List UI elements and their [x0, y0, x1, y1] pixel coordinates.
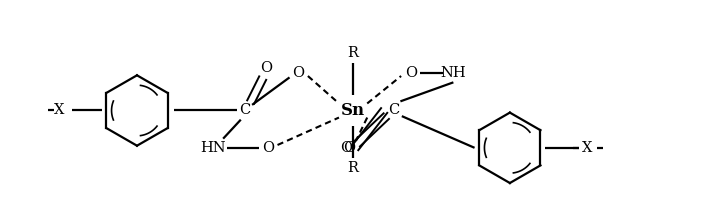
Text: R: R [347, 46, 359, 60]
Text: O: O [405, 66, 417, 80]
Text: X: X [582, 141, 593, 155]
Text: X: X [54, 103, 65, 118]
Text: O: O [340, 141, 352, 155]
Text: O: O [342, 141, 355, 155]
Text: R: R [347, 161, 359, 175]
Text: Sn: Sn [341, 102, 365, 119]
Text: C: C [240, 103, 251, 118]
Text: O: O [292, 66, 304, 80]
Text: C: C [388, 103, 399, 118]
Text: O: O [260, 61, 272, 75]
Text: NH: NH [440, 66, 467, 80]
Text: HN: HN [201, 141, 226, 155]
Text: O: O [262, 141, 274, 155]
